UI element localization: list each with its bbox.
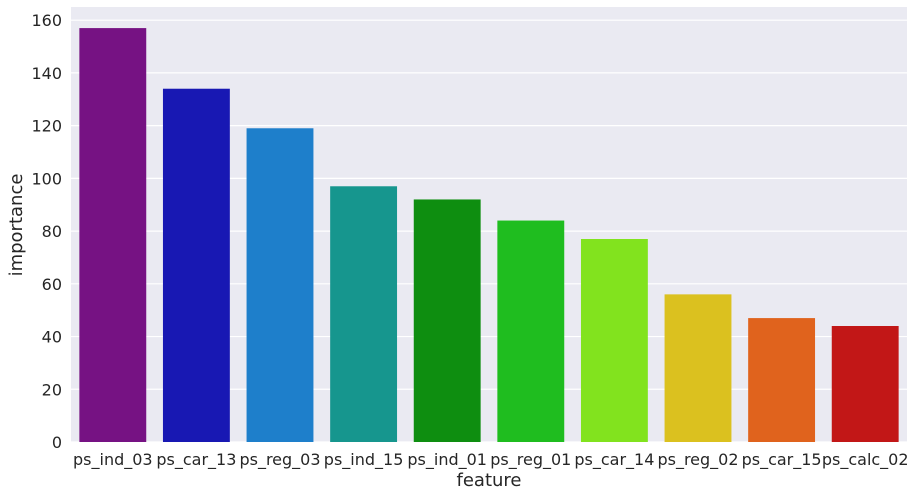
bar-ps-ind-15 [330,186,398,442]
bar-ps-car-13 [162,88,230,443]
x-axis-label: feature [457,470,522,491]
y-axis-label: importance [6,174,27,277]
y-tick-label: 100 [31,169,62,188]
y-tick-label: 120 [31,117,62,136]
x-tick-label: ps_car_15 [742,450,822,470]
x-tick-label: ps_ind_03 [73,450,153,470]
bar-ps-ind-01 [413,199,481,442]
y-tick-label: 80 [42,222,62,241]
y-tick-label: 20 [42,380,62,399]
y-tick-labels: 0 20 40 60 80 100 120 140 160 [31,11,62,452]
x-tick-label: ps_ind_01 [407,450,487,470]
x-tick-label: ps_calc_02 [822,450,909,470]
bar-ps-ind-03 [79,28,147,442]
x-tick-labels: ps_ind_03 ps_car_13 ps_reg_03 ps_ind_15 ps_i… [73,450,909,470]
y-tick-label: 140 [31,64,62,83]
bar-ps-reg-02 [664,294,732,442]
bar-ps-calc-02 [831,326,899,442]
x-tick-label: ps_reg_01 [490,450,571,470]
bar-ps-reg-01 [497,220,565,442]
bars [79,28,899,443]
y-tick-label: 0 [52,433,62,452]
x-tick-label: ps_car_13 [156,450,236,470]
x-tick-label: ps_car_14 [574,450,654,470]
y-tick-label: 40 [42,328,62,347]
y-tick-label: 60 [42,275,62,294]
y-tick-label: 160 [31,11,62,30]
bar-ps-car-15 [748,318,816,442]
bar-ps-car-14 [580,239,648,442]
x-tick-label: ps_ind_15 [324,450,404,470]
x-tick-label: ps_reg_02 [657,450,738,470]
bar-ps-reg-03 [246,128,314,443]
x-tick-label: ps_reg_03 [239,450,320,470]
